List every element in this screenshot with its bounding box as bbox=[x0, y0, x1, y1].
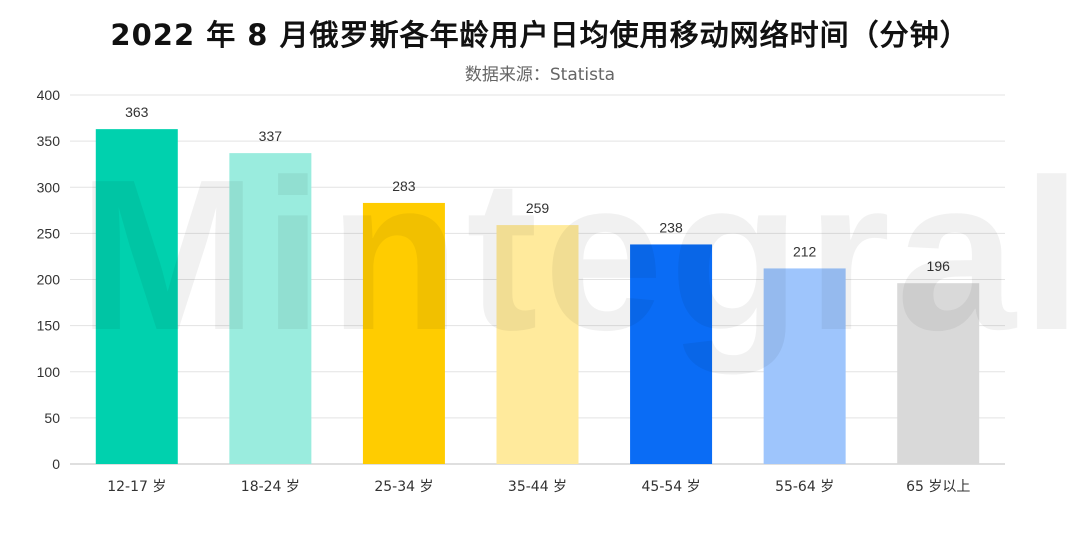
x-axis: 12-17 岁 18-24 岁 25-34 岁 35-44 岁 45-54 岁 55-64… bbox=[107, 479, 970, 495]
bar bbox=[763, 268, 846, 464]
y-tick-label: 400 bbox=[37, 87, 61, 103]
data-labels: 363 337 283 259 238 212 196 bbox=[125, 104, 950, 274]
bar bbox=[897, 283, 980, 464]
bar bbox=[496, 225, 579, 464]
x-tick-label: 45-54 岁 bbox=[642, 479, 701, 495]
bars bbox=[95, 129, 980, 464]
y-axis: 0 50 100 150 200 250 300 350 400 bbox=[37, 87, 61, 472]
data-label: 259 bbox=[526, 200, 550, 216]
y-tick-label: 300 bbox=[37, 179, 61, 195]
data-label: 196 bbox=[927, 258, 951, 274]
y-tick-label: 200 bbox=[37, 272, 61, 288]
y-tick-label: 50 bbox=[44, 410, 60, 426]
data-label: 337 bbox=[259, 128, 283, 144]
bar bbox=[362, 202, 445, 464]
y-tick-label: 150 bbox=[37, 318, 61, 334]
data-label: 212 bbox=[793, 243, 817, 259]
y-tick-label: 350 bbox=[37, 133, 61, 149]
chart-subtitle: 数据来源：Statista bbox=[464, 65, 616, 85]
chart-title: 2022 年 8 月俄罗斯各年龄用户日均使用移动网络时间（分钟） bbox=[110, 18, 970, 52]
x-tick-label: 25-34 岁 bbox=[374, 479, 433, 495]
data-label: 363 bbox=[125, 104, 149, 120]
x-tick-label: 65 岁以上 bbox=[906, 479, 970, 495]
data-label: 238 bbox=[659, 219, 683, 235]
x-tick-label: 55-64 岁 bbox=[775, 479, 834, 495]
data-label: 283 bbox=[392, 178, 416, 194]
x-tick-label: 12-17 岁 bbox=[107, 479, 166, 495]
bar bbox=[229, 153, 312, 464]
x-tick-label: 35-44 岁 bbox=[508, 479, 567, 495]
y-tick-label: 0 bbox=[52, 456, 60, 472]
y-tick-label: 100 bbox=[37, 364, 61, 380]
bar bbox=[630, 244, 713, 464]
bar bbox=[95, 129, 178, 464]
x-tick-label: 18-24 岁 bbox=[241, 479, 300, 495]
y-tick-label: 250 bbox=[37, 225, 61, 241]
